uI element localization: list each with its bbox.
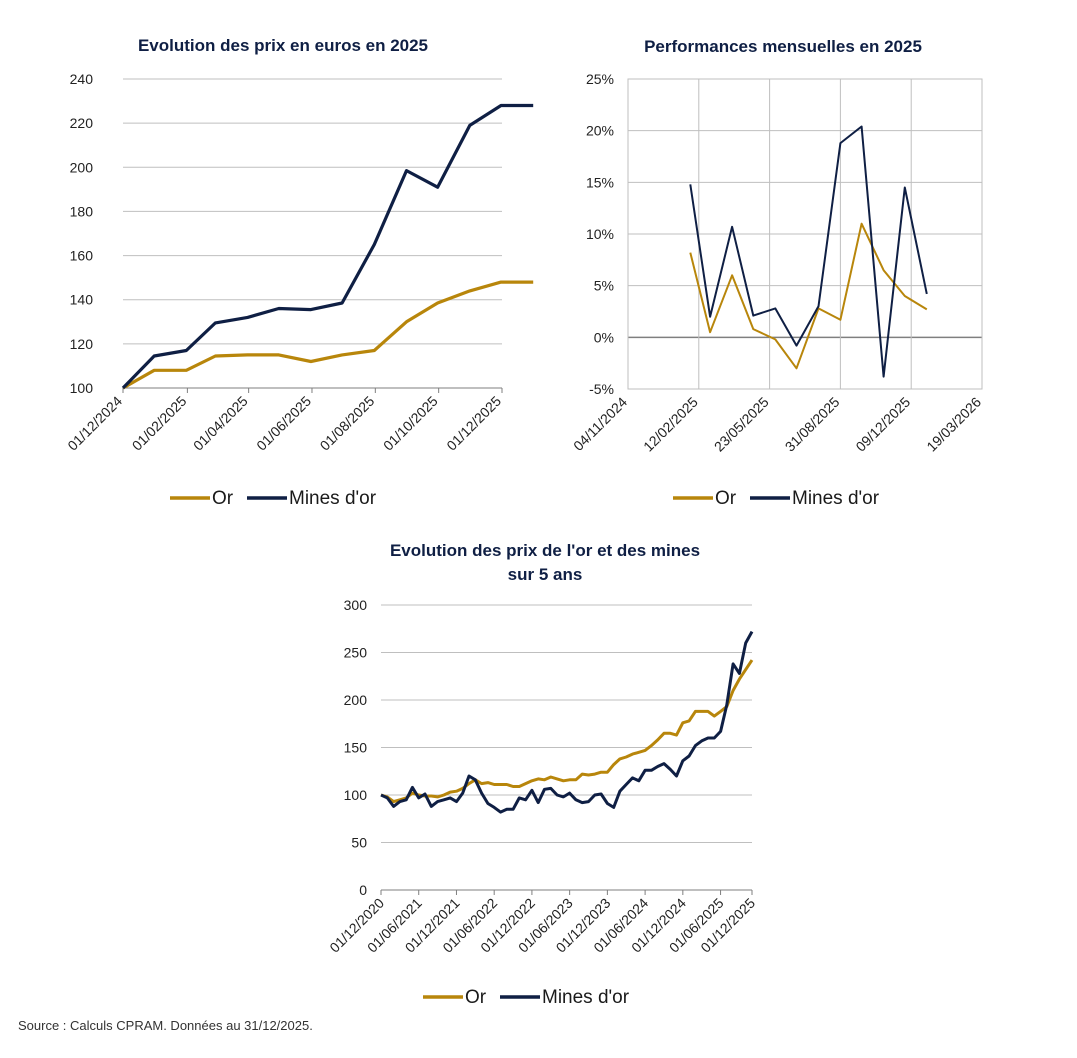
y-tick-label: 5% <box>594 278 614 294</box>
y-tick-label: 100 <box>70 380 94 396</box>
y-tick-label: 25% <box>586 71 614 87</box>
y-tick-label: 200 <box>70 159 94 175</box>
legend-item-mines: Mines d'or <box>247 488 377 509</box>
chart-title: Evolution des prix en euros en 2025 <box>138 36 428 55</box>
series-line-mines <box>121 103 534 390</box>
chart-title: Performances mensuelles en 2025 <box>644 37 922 56</box>
chart-performances-mensuelles: Performances mensuelles en 2025 -5% 0% 5% 1… <box>570 37 984 509</box>
y-tick-label: 200 <box>344 692 368 708</box>
series-line-or <box>122 280 534 390</box>
legend-label: Or <box>212 488 234 509</box>
legend-label: Mines d'or <box>542 987 630 1008</box>
x-tick-label: 12/02/2025 <box>640 394 701 455</box>
legend-item-or: Or <box>170 488 234 509</box>
y-tick-label: -5% <box>589 381 614 397</box>
y-tick-label: 0 <box>359 882 367 898</box>
y-tick-label: 150 <box>344 740 368 756</box>
y-tick-label: 100 <box>344 787 368 803</box>
legend-item-mines: Mines d'or <box>750 488 880 509</box>
y-tick-label: 180 <box>70 203 94 219</box>
series-line-or <box>689 222 928 370</box>
x-tick-label: 04/11/2024 <box>570 394 630 454</box>
x-tick-label: 01/02/2025 <box>129 393 190 454</box>
y-tick-label: 20% <box>586 123 614 139</box>
y-tick-label: 0% <box>594 329 614 345</box>
legend-item-mines: Mines d'or <box>500 987 630 1008</box>
chart-title-line-2: sur 5 ans <box>508 565 583 584</box>
y-tick-label: 240 <box>70 71 94 87</box>
x-tick-label: 01/12/2025 <box>443 393 504 454</box>
legend-label: Mines d'or <box>792 488 880 509</box>
y-tick-label: 50 <box>351 835 367 851</box>
chart-title-line-1: Evolution des prix de l'or et des mines <box>390 541 700 560</box>
legend-label: Or <box>715 488 737 509</box>
x-tick-label: 01/10/2025 <box>380 393 441 454</box>
legend-item-or: Or <box>423 987 487 1008</box>
x-tick-label: 09/12/2025 <box>852 394 913 455</box>
chart-prix-5-ans: Evolution des prix de l'or et des mines … <box>326 541 758 1008</box>
series-line-or <box>380 659 754 804</box>
y-tick-label: 120 <box>70 336 94 352</box>
x-tick-label: 01/04/2025 <box>190 393 251 454</box>
x-tick-label: 01/12/2024 <box>64 393 125 454</box>
y-tick-label: 250 <box>344 645 368 661</box>
chart-prix-2025: Evolution des prix en euros en 2025 100 1… <box>64 36 534 509</box>
y-tick-label: 300 <box>344 597 368 613</box>
x-tick-label: 01/06/2025 <box>253 393 314 454</box>
legend-item-or: Or <box>673 488 737 509</box>
y-tick-label: 10% <box>586 226 614 242</box>
x-tick-label: 19/03/2026 <box>923 394 984 455</box>
x-tick-label: 01/08/2025 <box>317 393 378 454</box>
series-line-mines <box>380 630 754 814</box>
x-tick-label: 31/08/2025 <box>782 394 843 455</box>
y-tick-label: 160 <box>70 248 94 264</box>
legend-label: Or <box>465 987 487 1008</box>
y-tick-label: 140 <box>70 292 94 308</box>
legend-label: Mines d'or <box>289 488 377 509</box>
series-line-mines <box>689 125 928 378</box>
x-tick-label: 23/05/2025 <box>711 394 772 455</box>
y-tick-label: 15% <box>586 174 614 190</box>
chart-canvas: Evolution des prix en euros en 2025 100 1… <box>64 36 984 1008</box>
source-note: Source : Calculs CPRAM. Données au 31/12… <box>18 1018 313 1033</box>
y-tick-label: 220 <box>70 115 94 131</box>
